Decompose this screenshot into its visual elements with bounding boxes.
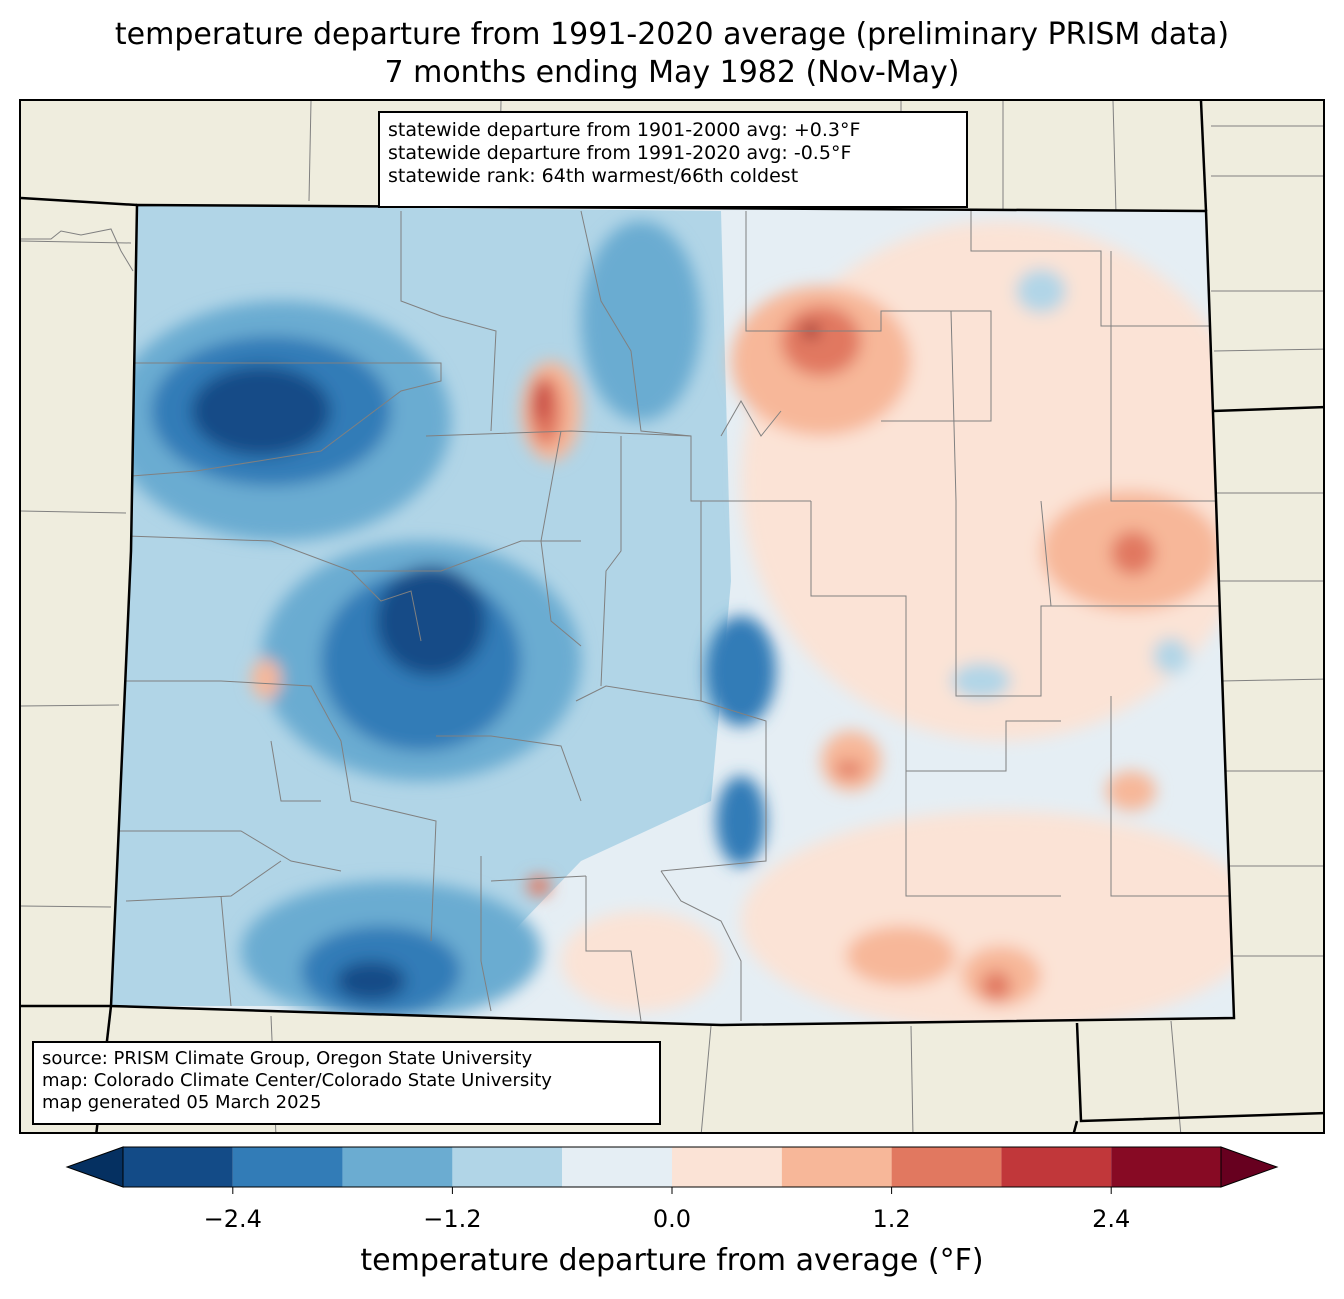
colorbar-tick-label: 0.0 <box>652 1205 692 1233</box>
colorbar-bin <box>123 1147 233 1187</box>
colorbar-bin <box>891 1147 1002 1187</box>
colorbar-bin <box>1001 1147 1112 1187</box>
colorbar-tick-label: 2.4 <box>1092 1205 1131 1233</box>
map-title: temperature departure from 1991-2020 ave… <box>114 17 1230 52</box>
colorbar-tick-label: −2.4 <box>203 1205 262 1233</box>
source-info-box: source: PRISM Climate Group, Oregon Stat… <box>32 1041 661 1125</box>
temperature-field <box>111 205 1234 1025</box>
stats-line-2: statewide departure from 1991-2020 avg: … <box>388 142 852 164</box>
map-panel[interactable]: statewide departure from 1901-2000 avg: … <box>19 99 1325 1134</box>
statewide-stats-box: statewide departure from 1901-2000 avg: … <box>378 111 968 208</box>
colorbar-bin <box>781 1147 892 1187</box>
generated-date-line: map generated 05 March 2025 <box>42 1092 322 1113</box>
map-subtitle: 7 months ending May 1982 (Nov-May) <box>384 55 960 90</box>
county-lines <box>116 210 1234 1022</box>
colorbar-bin <box>1111 1147 1221 1187</box>
colorbar-bin <box>672 1147 782 1187</box>
colorbar-under-arrow <box>65 1146 124 1188</box>
colorbar-bin <box>232 1147 343 1187</box>
map-credit-line: map: Colorado Climate Center/Colorado St… <box>42 1070 552 1091</box>
colorbar-bin <box>562 1147 672 1187</box>
colorbar-tick-label: 1.2 <box>872 1205 911 1233</box>
colorado-temperature-map[interactable] <box>21 101 1325 1134</box>
colorbar-outline <box>122 1146 1222 1188</box>
colorbar-tick-label: −1.2 <box>423 1205 482 1233</box>
colorbar-label: temperature departure from average (°F) <box>360 1243 984 1278</box>
colorbar-bin <box>342 1147 453 1187</box>
stats-line-1: statewide departure from 1901-2000 avg: … <box>388 119 861 141</box>
stats-line-3: statewide rank: 64th warmest/66th coldes… <box>388 165 799 187</box>
source-line: source: PRISM Climate Group, Oregon Stat… <box>42 1048 533 1069</box>
state-boundaries <box>21 101 1323 1132</box>
colorbar-over-arrow <box>1220 1146 1279 1188</box>
colorbar-bin <box>452 1147 563 1187</box>
